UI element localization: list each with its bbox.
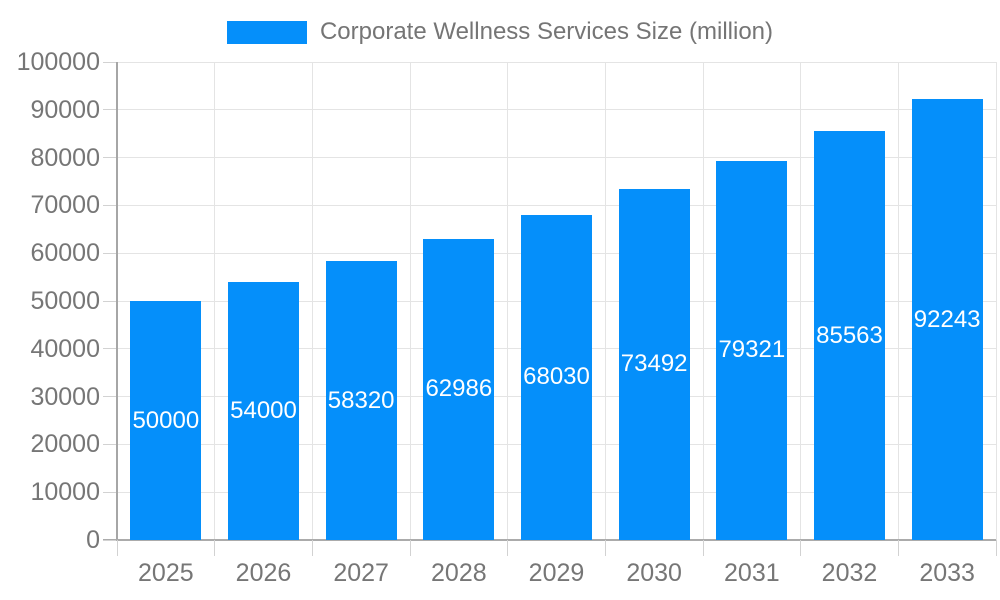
bar[interactable]: 58320 (325, 261, 397, 540)
legend-swatch (226, 20, 307, 44)
bar-value-label: 79321 (718, 336, 786, 364)
y-tick-label: 80000 (30, 143, 100, 172)
y-axis-tick (103, 491, 116, 493)
gridline-horizontal (117, 109, 996, 111)
x-tick-label: 2031 (724, 559, 780, 587)
gridline-vertical (507, 62, 509, 540)
x-axis-tick (897, 540, 899, 556)
x-axis-line (103, 539, 996, 541)
x-axis-tick (214, 540, 216, 556)
bar[interactable]: 79321 (716, 160, 788, 540)
x-axis-tick (800, 540, 802, 556)
gridline-vertical (800, 62, 802, 540)
x-axis-tick (409, 540, 411, 556)
y-tick-label: 60000 (30, 239, 100, 268)
bar[interactable]: 92243 (911, 99, 983, 540)
bar-value-label: 92243 (913, 305, 981, 333)
gridline-horizontal (117, 204, 996, 206)
legend-title: Corporate Wellness Services Size (millio… (319, 18, 774, 45)
bar[interactable]: 62986 (423, 238, 495, 540)
x-tick-label: 2025 (138, 559, 194, 587)
y-axis-line (116, 62, 118, 540)
y-axis-tick (103, 396, 116, 398)
x-tick-label: 2030 (626, 559, 682, 587)
gridline-horizontal (117, 61, 996, 63)
x-tick-label: 2026 (235, 559, 292, 587)
x-tick-label: 2032 (821, 559, 878, 587)
x-tick-label: 2027 (333, 559, 389, 587)
x-tick-label: 2029 (528, 559, 585, 587)
gridline-vertical (604, 62, 606, 540)
x-tick-label: 2033 (919, 559, 975, 587)
gridline-vertical (897, 62, 899, 540)
y-tick-label: 90000 (30, 95, 100, 124)
x-axis-tick (702, 540, 704, 556)
bar[interactable]: 73492 (618, 188, 690, 540)
bar-value-label: 50000 (132, 406, 200, 434)
bar-value-label: 62986 (425, 375, 493, 403)
bar[interactable]: 85563 (814, 131, 885, 540)
gridline-vertical (702, 62, 704, 540)
bar-value-label: 68030 (523, 363, 590, 391)
plot-area: 50000 54000 58320 62986 68030 73492 79321 85563… (103, 61, 997, 556)
y-axis-tick (103, 204, 116, 206)
x-axis-tick (116, 540, 118, 556)
y-tick-label: 30000 (30, 382, 100, 411)
x-tick-label: 2028 (431, 559, 487, 587)
gridline-vertical (214, 62, 216, 540)
x-axis-tick (311, 540, 313, 556)
y-axis-tick (103, 252, 116, 254)
y-tick-label: 100000 (16, 48, 100, 76)
legend[interactable]: Corporate Wellness Services Size (millio… (0, 19, 1000, 45)
y-axis-tick (103, 61, 116, 63)
y-axis-tick (103, 348, 116, 350)
gridline-vertical (995, 62, 997, 540)
y-axis-tick (103, 157, 116, 159)
x-axis-tick (507, 540, 509, 556)
gridline-vertical (311, 62, 313, 540)
y-tick-label: 50000 (30, 287, 100, 315)
y-axis-tick (103, 109, 116, 111)
gridline-vertical (409, 62, 411, 540)
bar-value-label: 85563 (816, 321, 883, 349)
y-axis-tick (103, 443, 116, 445)
bar-value-label: 58320 (327, 386, 395, 414)
y-tick-label: 0 (86, 526, 100, 554)
x-axis-tick (604, 540, 606, 556)
x-axis-tick (995, 540, 997, 556)
y-axis-tick (103, 300, 116, 302)
bar-value-label: 73492 (620, 350, 688, 378)
y-axis-tick (103, 539, 116, 541)
bar[interactable]: 54000 (228, 281, 299, 540)
y-tick-label: 10000 (30, 478, 100, 507)
bar-value-label: 54000 (230, 396, 297, 424)
gridline-horizontal (117, 157, 996, 159)
y-tick-label: 40000 (30, 334, 100, 363)
y-tick-label: 20000 (30, 430, 100, 459)
bar[interactable]: 50000 (130, 301, 202, 540)
y-tick-label: 70000 (30, 191, 100, 220)
bar[interactable]: 68030 (521, 214, 592, 540)
